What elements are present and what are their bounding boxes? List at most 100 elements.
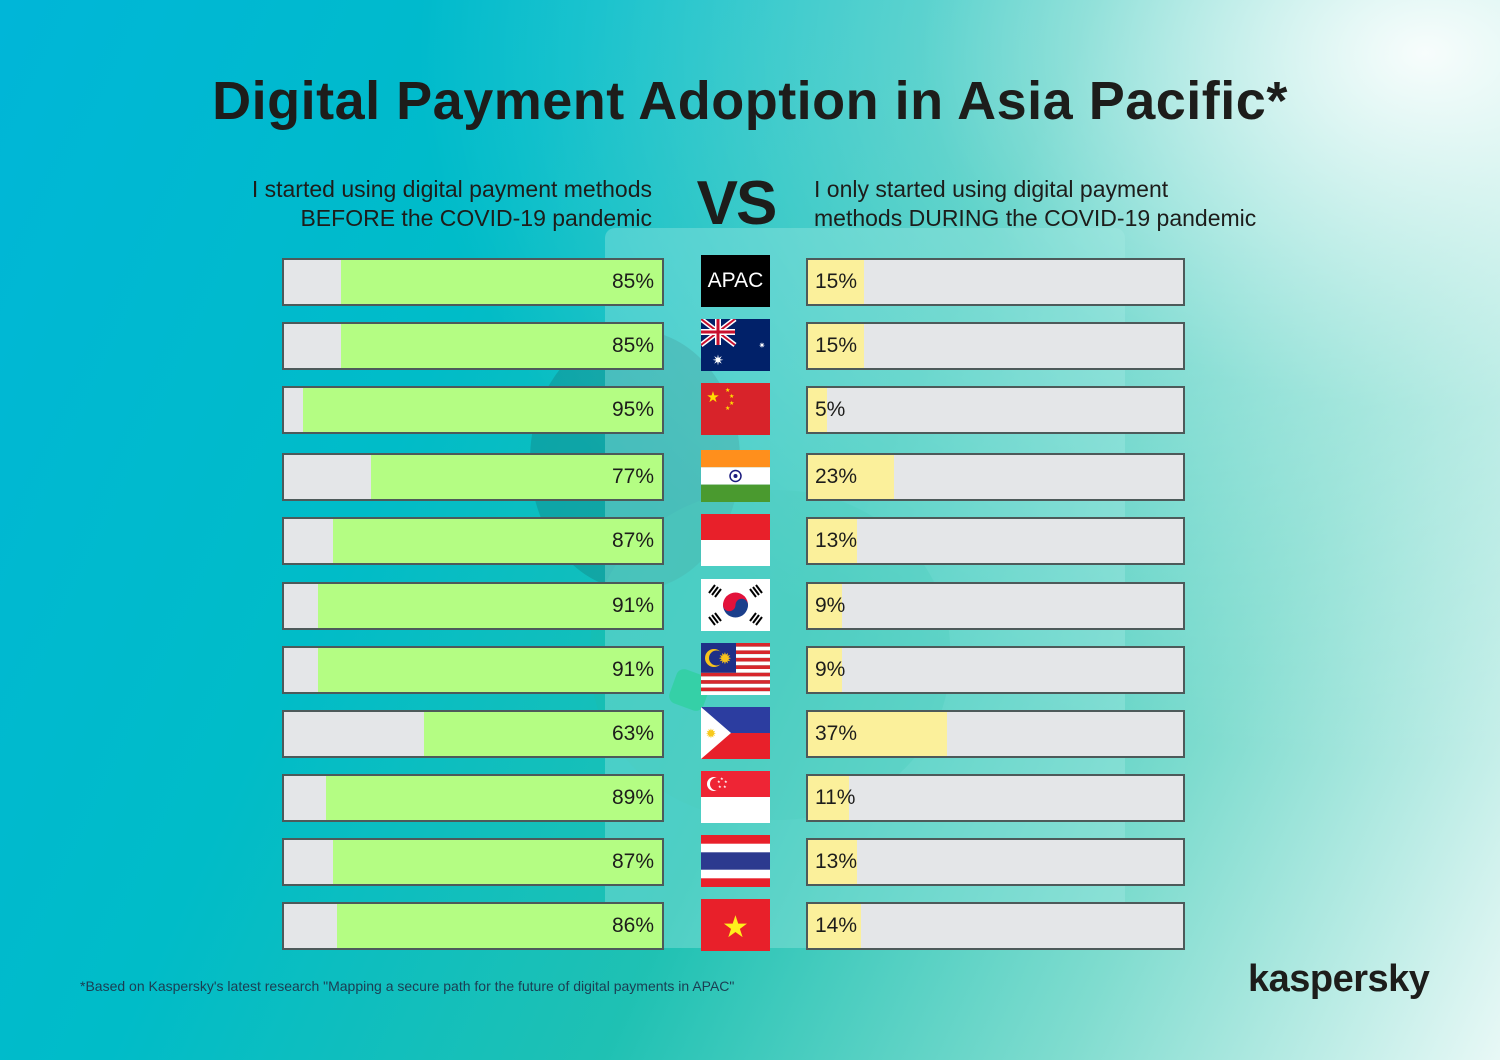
bar-before-value: 87% xyxy=(611,850,654,873)
bar-during-value: 14% xyxy=(815,914,858,937)
bar-before-track: 86% xyxy=(282,902,664,950)
bar-during-value: 11% xyxy=(815,786,856,809)
bar-during-fill xyxy=(808,455,895,499)
svg-text:★: ★ xyxy=(717,779,721,784)
bar-before-fill xyxy=(340,260,662,304)
bar-before-track: 87% xyxy=(282,838,664,886)
bar-during-track: 15% xyxy=(806,258,1185,306)
south-korea-flag-icon xyxy=(701,579,770,631)
chart-row: 89% ★ ★ ★ ★ ★ 11% xyxy=(0,771,1500,823)
bar-before-fill xyxy=(302,388,662,432)
svg-text:★: ★ xyxy=(718,784,722,789)
svg-text:✹: ✹ xyxy=(706,726,717,741)
bar-before-track: 91% xyxy=(282,582,664,630)
bar-before-value: 85% xyxy=(611,334,654,357)
svg-text:★: ★ xyxy=(725,405,730,412)
chart-row: 91% 9% xyxy=(0,579,1500,631)
bar-before-fill xyxy=(318,584,662,628)
svg-text:✷: ✷ xyxy=(712,352,724,368)
bar-during-track: 13% xyxy=(806,838,1185,886)
legend-before-line2: BEFORE the COVID-19 pandemic xyxy=(300,205,652,231)
bar-before-value: 91% xyxy=(611,658,654,681)
singapore-flag-icon: ★ ★ ★ ★ ★ xyxy=(701,771,770,823)
bar-during-value: 15% xyxy=(815,270,858,293)
bar-before-fill xyxy=(370,455,662,499)
bar-during-fill xyxy=(808,904,861,948)
bar-during-track: 37% xyxy=(806,710,1185,758)
malaysia-flag-icon: ✹ xyxy=(701,643,770,695)
bar-before-fill xyxy=(423,712,662,756)
bar-before-track: 85% xyxy=(282,258,664,306)
svg-text:★: ★ xyxy=(723,784,727,789)
chart-row: 63% ✹ 37% xyxy=(0,707,1500,759)
bar-before-track: 89% xyxy=(282,774,664,822)
chart-row: 87% 13% xyxy=(0,835,1500,887)
bar-before-value: 86% xyxy=(611,914,654,937)
bar-before-fill xyxy=(336,904,662,948)
legend-before: I started using digital payment methods … xyxy=(160,175,652,233)
svg-text:★: ★ xyxy=(729,400,734,407)
indonesia-flag-icon xyxy=(701,514,770,566)
legend-before-line1: I started using digital payment methods xyxy=(251,176,652,202)
australia-flag-icon: ✷ ✷ xyxy=(701,319,770,371)
bar-during-value: 23% xyxy=(815,465,858,488)
svg-text:✷: ✷ xyxy=(759,341,766,350)
chart-row: 85% APAC 15% xyxy=(0,255,1500,307)
thailand-flag-icon xyxy=(701,835,770,887)
bar-during-fill xyxy=(808,712,947,756)
bar-during-track: 9% xyxy=(806,582,1185,630)
bar-before-fill xyxy=(318,648,662,692)
philippines-flag-icon: ✹ xyxy=(701,707,770,759)
bar-during-value: 5% xyxy=(815,398,846,421)
bar-during-fill xyxy=(808,776,850,820)
chart-title: Digital Payment Adoption in Asia Pacific… xyxy=(212,71,1288,131)
svg-text:✹: ✹ xyxy=(718,651,731,668)
bar-before-track: 91% xyxy=(282,646,664,694)
legend-during: I only started using digital payment met… xyxy=(814,175,1334,233)
bar-before-track: 77% xyxy=(282,453,664,501)
bar-during-fill xyxy=(808,388,827,432)
bar-during-value: 13% xyxy=(815,529,858,552)
bar-before-value: 89% xyxy=(611,786,654,809)
bar-during-value: 9% xyxy=(815,594,846,617)
bar-before-fill xyxy=(333,519,662,563)
bar-during-fill xyxy=(808,260,865,304)
bar-during-fill xyxy=(808,324,865,368)
bar-during-value: 13% xyxy=(815,850,858,873)
bar-during-track: 15% xyxy=(806,322,1185,370)
chart-row: 95% ★ ★ ★ ★ ★ 5% xyxy=(0,383,1500,435)
bar-before-value: 63% xyxy=(611,722,654,745)
bar-before-track: 95% xyxy=(282,386,664,434)
bar-before-value: 87% xyxy=(611,529,654,552)
bar-during-fill xyxy=(808,840,857,884)
chart-row: 86% ★ 14% xyxy=(0,899,1500,951)
bar-before-fill xyxy=(325,776,662,820)
bar-during-value: 9% xyxy=(815,658,846,681)
svg-text:★: ★ xyxy=(720,776,724,781)
vs-label: VS xyxy=(696,169,778,238)
bar-before-value: 95% xyxy=(611,398,654,421)
bar-during-track: 9% xyxy=(806,646,1185,694)
bar-during-fill xyxy=(808,584,842,628)
bar-during-track: 11% xyxy=(806,774,1185,822)
svg-text:★: ★ xyxy=(729,393,734,400)
svg-text:★: ★ xyxy=(724,779,728,784)
bar-during-track: 13% xyxy=(806,517,1185,565)
bar-before-track: 63% xyxy=(282,710,664,758)
bar-before-fill xyxy=(340,324,662,368)
india-flag-icon xyxy=(701,450,770,502)
bar-during-value: 37% xyxy=(815,722,858,745)
chart-row: 91% ✹ 9% xyxy=(0,643,1500,695)
apac-badge: APAC xyxy=(701,255,770,307)
china-flag-icon: ★ ★ ★ ★ ★ xyxy=(701,383,770,435)
bar-before-track: 87% xyxy=(282,517,664,565)
bar-during-track: 23% xyxy=(806,453,1185,501)
svg-text:★: ★ xyxy=(725,387,730,394)
bar-during-track: 14% xyxy=(806,902,1185,950)
chart-row: 85% ✷ ✷ 15% xyxy=(0,319,1500,371)
bar-during-fill xyxy=(808,519,857,563)
vietnam-flag-icon: ★ xyxy=(701,899,770,951)
bar-before-track: 85% xyxy=(282,322,664,370)
bar-during-track: 5% xyxy=(806,386,1185,434)
bar-during-fill xyxy=(808,648,842,692)
